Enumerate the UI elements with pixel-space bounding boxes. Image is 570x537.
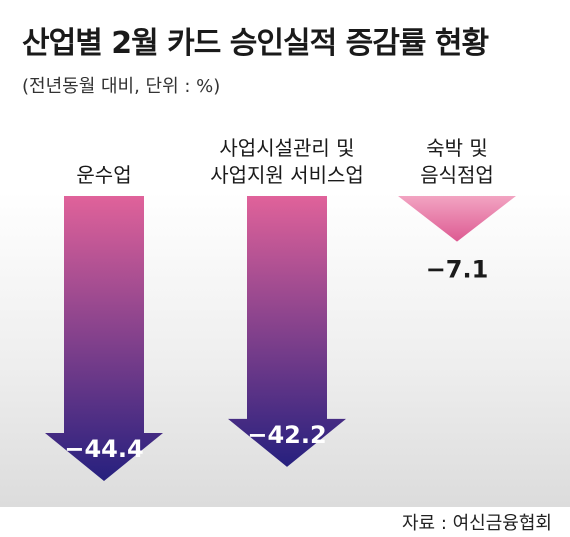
chart-subtitle: (전년동월 대비, 단위 : %) xyxy=(22,76,221,97)
data-label: −42.2 xyxy=(247,421,326,449)
data-label: −7.1 xyxy=(426,256,489,284)
bar-arrow xyxy=(45,196,163,481)
bar-arrow xyxy=(228,196,346,467)
category-label: 숙박 및 xyxy=(426,136,488,160)
category-label: 음식점업 xyxy=(420,163,494,187)
category-label: 사업시설관리 및 xyxy=(219,136,354,160)
category-label: 운수업 xyxy=(76,163,131,187)
bar-arrow xyxy=(398,196,516,242)
data-label: −44.4 xyxy=(64,435,143,463)
source-note: 자료 : 여신금융협회 xyxy=(402,513,552,534)
chart-title: 산업별 2월 카드 승인실적 증감률 현황 xyxy=(22,26,489,61)
category-label: 사업지원 서비스업 xyxy=(210,163,364,187)
